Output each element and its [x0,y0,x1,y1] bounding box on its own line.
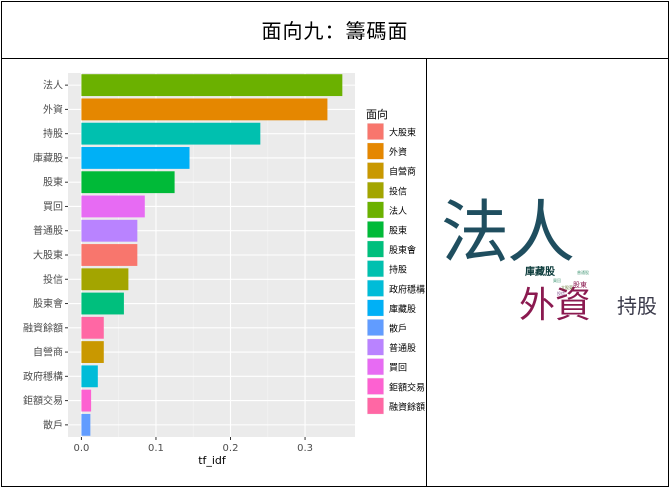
bar [81,171,175,194]
legend-label: 持股 [389,264,407,276]
legend-swatch [367,358,384,375]
bar [81,292,124,315]
y-tick-label: 散戶 [43,418,63,431]
legend-swatch [367,299,384,316]
legend-label: 散戶 [389,323,407,335]
y-tick-label: 庫藏股 [33,151,63,164]
title-cell: 面向九：籌碼面 [1,1,669,59]
bar-group [81,74,343,436]
bar [81,365,98,388]
bar [81,316,104,339]
y-tick-label: 鉅額交易 [23,394,63,407]
legend-label: 投信 [389,185,407,197]
word-cloud-word: 庫藏股 [525,267,555,278]
y-tick-label: 買回 [43,201,63,213]
bar [81,341,104,363]
y-tick-label: 持股 [43,127,63,140]
y-tick-label: 普通股 [33,224,63,237]
word-cloud-word: 持股 [617,294,657,318]
y-tick-label: 政府穩構 [23,370,63,383]
bar [81,122,261,145]
bar [81,413,91,436]
word-cloud-word: 法人 [441,194,575,273]
legend-label: 自營商 [389,166,416,178]
legend-swatch [367,280,384,297]
page-title: 面向九：籌碼面 [261,19,409,43]
bar [81,147,190,169]
legend-label: 大股東 [389,127,416,139]
legend-label: 庫藏股 [389,303,416,315]
legend-label: 政府穩構 [389,283,425,295]
bar [81,98,328,121]
legend-label: 融資餘額 [389,401,425,413]
word-cloud: 法人 外資 持股 庫藏股 股東 買回 普通股 大股東 投信 [427,60,668,486]
legend-swatch [367,143,384,160]
y-tick-label: 股東會 [33,297,63,310]
legend-swatch [367,339,384,356]
legend-swatch [367,378,384,395]
x-tick-label: 0.2 [223,443,239,454]
bar [81,219,138,242]
word-cloud-word: 投信 [557,291,565,296]
cell-divider [426,59,427,487]
word-cloud-word: 買回 [553,278,561,283]
y-tick-label: 融資餘額 [23,321,63,334]
legend-swatch [367,319,384,336]
legend: 大股東外資自營商投信法人股東股東會持股政府穩構庫藏股散戶普通股買回鉅額交易融資餘… [367,123,425,415]
legend-label: 股東會 [389,244,416,256]
legend-swatch [367,123,384,140]
bar [81,74,343,97]
legend-label: 股東 [389,225,407,237]
legend-swatch [367,182,384,199]
bar [81,195,145,218]
tfidf-bar-chart: 法人外資持股庫藏股股東買回普通股大股東投信股東會融資餘額自營商政府穩構鉅額交易散… [23,73,425,467]
bar [81,389,92,412]
word-cloud-word: 普通股 [577,270,589,275]
word-cloud-word: 大股東 [561,285,573,290]
bar [81,244,138,266]
legend-swatch [367,162,384,179]
legend-swatch [367,260,384,277]
y-tick-label: 外資 [43,104,63,116]
x-axis-title: tf_idf [198,454,227,467]
x-tick-label: 0.1 [148,443,164,454]
word-cloud-word: 外資 [519,285,592,326]
y-tick-label: 投信 [43,273,63,286]
y-tick-label: 股東 [43,176,63,189]
y-tick-label: 法人 [43,79,63,92]
legend-label: 鉅額交易 [389,381,425,393]
word-cloud-word: 股東 [573,281,587,289]
x-tick-label: 0.0 [73,443,89,454]
legend-swatch [367,201,384,218]
y-tick-labels: 法人外資持股庫藏股股東買回普通股大股東投信股東會融資餘額自營商政府穩構鉅額交易散… [23,79,68,431]
legend-swatch [367,397,384,414]
legend-title: 面向 [366,107,388,121]
y-tick-label: 大股東 [33,249,63,262]
bar [81,268,129,291]
x-tick-label: 0.3 [297,443,313,454]
x-tick-labels: 0.0 0.1 0.2 0.3 [73,437,313,454]
y-tick-label: 自營商 [33,346,63,359]
legend-label: 普通股 [389,342,416,354]
legend-swatch [367,221,384,238]
legend-label: 買回 [389,363,407,374]
legend-label: 法人 [389,205,407,217]
legend-label: 外資 [389,146,407,158]
legend-swatch [367,241,384,258]
